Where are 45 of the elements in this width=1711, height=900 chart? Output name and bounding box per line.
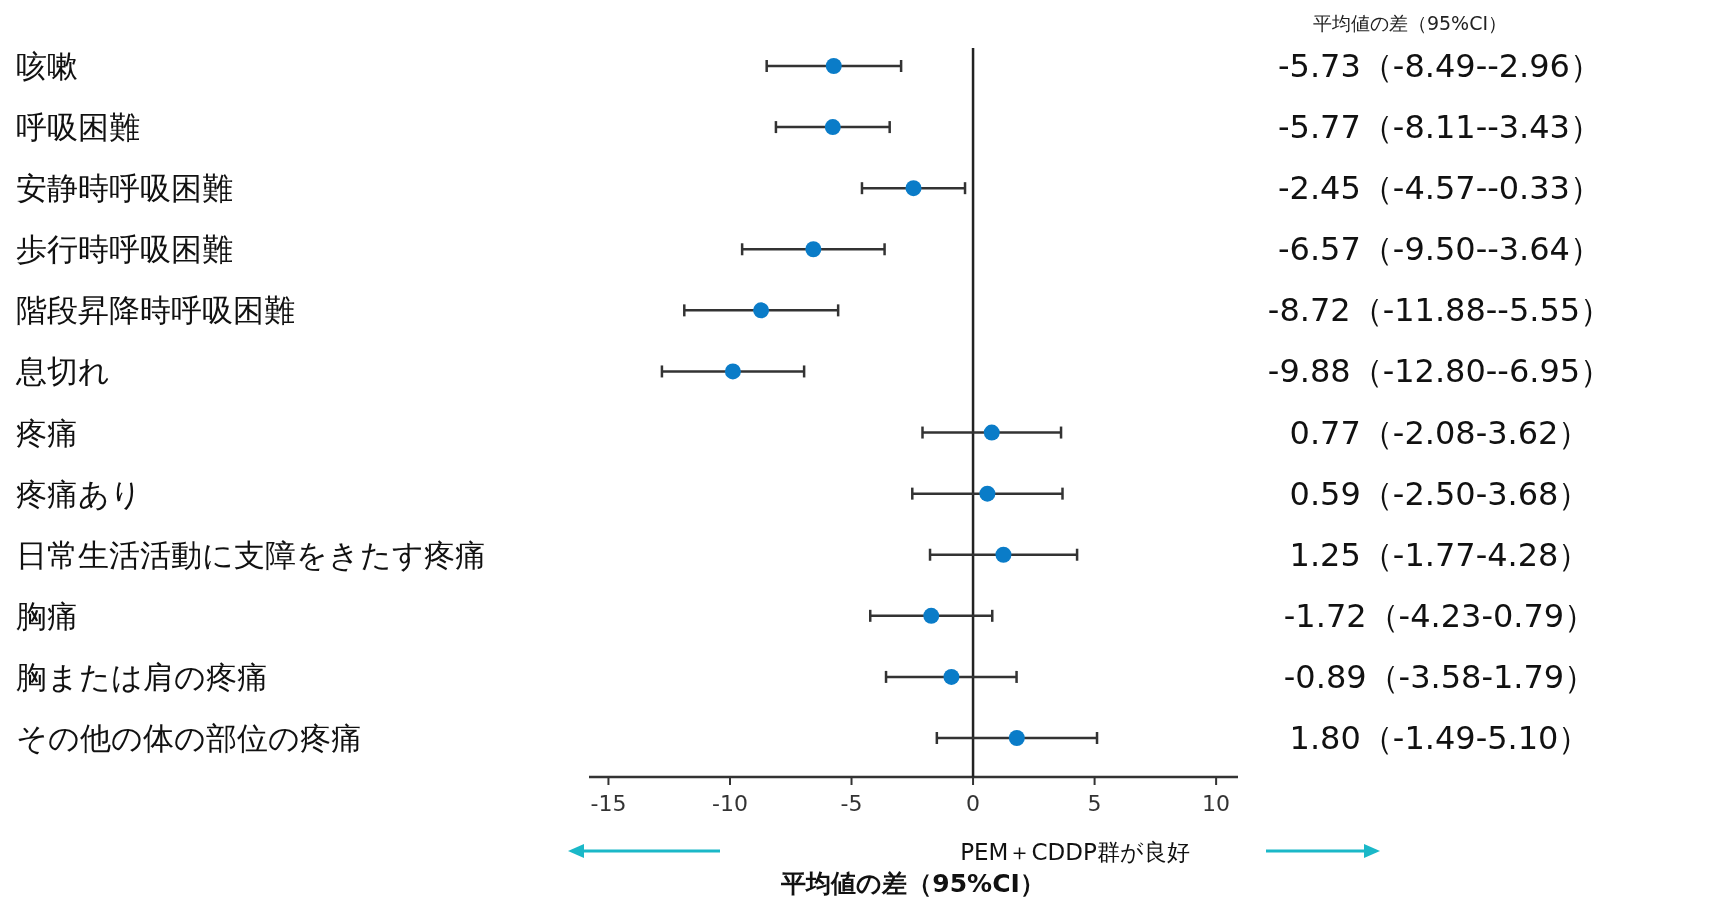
text: 平均値の差（95%CI） xyxy=(1312,12,1508,34)
data-label: -5.77（-8.11--3.43） xyxy=(1278,108,1602,147)
point xyxy=(905,180,922,197)
point xyxy=(825,58,842,74)
y-tick-label: 歩行時呼吸困難 xyxy=(16,231,233,268)
y-tick-label: 呼吸困難 xyxy=(16,109,140,146)
x-tick-label: 5 xyxy=(1087,791,1102,816)
data-label: 0.59（-2.50-3.68） xyxy=(1289,474,1591,513)
y-tick-label: 胸または肩の疼痛 xyxy=(16,658,268,695)
point xyxy=(805,241,822,258)
data-label: 1.80（-1.49-5.10） xyxy=(1289,719,1591,757)
y-tick-label: 安静時呼吸困難 xyxy=(16,170,233,207)
y-tick-label: 疼痛あり xyxy=(16,475,142,512)
x-axis-title: 平均値の差（95%CI） xyxy=(780,869,1045,898)
y-tick-label: 日常生活活動に支障をきたす疼痛 xyxy=(16,536,486,573)
x-tick-label: 10 xyxy=(1202,791,1231,816)
data-label: -5.73（-8.49--2.96） xyxy=(1278,47,1602,85)
data-label: -8.72（-11.88--5.55） xyxy=(1267,291,1613,330)
data-label: -0.89（-3.58-1.79） xyxy=(1283,657,1597,696)
x-tick-label: -15 xyxy=(590,791,627,816)
data-label: -6.57（-9.50--3.64） xyxy=(1278,230,1602,269)
data-label: 1.25（-1.77-4.28） xyxy=(1289,535,1591,574)
point xyxy=(983,424,1000,441)
data-label: -1.72（-4.23-0.79） xyxy=(1283,596,1597,635)
point xyxy=(979,485,996,502)
data-label: -2.45（-4.57--0.33） xyxy=(1278,169,1602,208)
point xyxy=(724,363,741,380)
y-tick-label: 階段昇降時呼吸困難 xyxy=(16,292,295,329)
point xyxy=(1008,730,1025,746)
point xyxy=(995,546,1012,563)
x-tick-label: 0 xyxy=(966,791,981,816)
point xyxy=(923,607,940,624)
y-tick-label: 胸痛 xyxy=(16,597,78,634)
x-tick-label: -5 xyxy=(840,791,863,816)
x-tick-label: -10 xyxy=(712,791,748,816)
y-tick-label: 息切れ xyxy=(15,353,110,390)
y-tick-label: 咳嗽 xyxy=(16,48,78,84)
text: PEM＋CDDP群が良好 xyxy=(960,839,1190,865)
point xyxy=(753,302,770,319)
y-tick-label: その他の体の部位の疼痛 xyxy=(16,720,362,756)
data-label: -9.88（-12.80--6.95） xyxy=(1267,352,1613,391)
y-tick-label: 疼痛 xyxy=(16,414,78,451)
point xyxy=(943,668,960,685)
point xyxy=(824,119,841,136)
data-label: 0.77（-2.08-3.62） xyxy=(1289,413,1591,452)
